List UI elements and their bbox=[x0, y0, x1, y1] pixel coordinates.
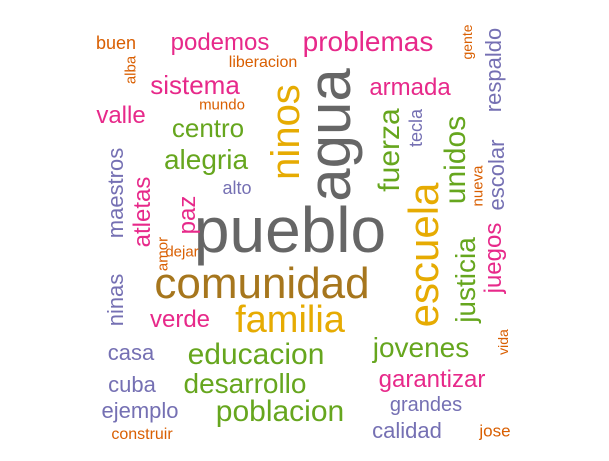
word-podemos: podemos bbox=[170, 29, 270, 56]
word-grandes: grandes bbox=[389, 394, 463, 416]
word-respaldo: respaldo bbox=[481, 27, 506, 113]
word-armada: armada bbox=[369, 74, 451, 101]
word-poblacion: poblacion bbox=[215, 395, 345, 428]
word-dejar: dejar bbox=[165, 243, 199, 261]
word-valle: valle bbox=[96, 102, 146, 129]
word-alba: alba bbox=[122, 55, 140, 85]
word-buen: buen bbox=[95, 33, 137, 53]
word-calidad: calidad bbox=[372, 418, 442, 443]
word-familia: familia bbox=[235, 299, 345, 341]
word-jovenes: jovenes bbox=[372, 332, 470, 363]
word-centro: centro bbox=[171, 113, 245, 143]
word-verde: verde bbox=[149, 306, 211, 333]
word-vida: vida bbox=[495, 329, 511, 355]
word-educacion: educacion bbox=[187, 338, 325, 371]
word-justicia: justicia bbox=[450, 237, 481, 323]
word-fuerza: fuerza bbox=[373, 108, 406, 192]
word-alto: alto bbox=[222, 178, 252, 198]
word-liberacion: liberacion bbox=[228, 54, 298, 71]
word-comunidad: comunidad bbox=[154, 259, 370, 308]
word-mundo: mundo bbox=[199, 96, 245, 114]
word-unidos: unidos bbox=[439, 115, 472, 205]
word-agua: agua bbox=[296, 68, 363, 202]
word-casa: casa bbox=[107, 340, 155, 365]
word-desarrollo: desarrollo bbox=[183, 368, 307, 399]
word-ninas: ninas bbox=[103, 273, 128, 327]
word-nueva: nueva bbox=[469, 165, 487, 207]
word-construir: construir bbox=[111, 426, 173, 443]
word-ejemplo: ejemplo bbox=[101, 398, 179, 423]
word-ninos: ninos bbox=[264, 84, 308, 180]
word-cuba: cuba bbox=[108, 372, 156, 397]
word-juegos: juegos bbox=[480, 222, 507, 294]
word-pueblo: pueblo bbox=[193, 194, 387, 266]
word-maestros: maestros bbox=[103, 147, 128, 239]
word-escolar: escolar bbox=[484, 139, 509, 211]
word-sistema: sistema bbox=[150, 70, 240, 100]
word-atletas: atletas bbox=[129, 176, 156, 248]
word-tecla: tecla bbox=[406, 108, 426, 148]
word-garantizar: garantizar bbox=[378, 366, 486, 393]
word-paz: paz bbox=[174, 195, 201, 235]
word-gente: gente bbox=[459, 24, 475, 60]
word-jose: jose bbox=[479, 421, 511, 441]
word-alegria: alegria bbox=[163, 144, 249, 175]
word-escuela: escuela bbox=[400, 182, 447, 328]
word-problemas: problemas bbox=[302, 26, 434, 57]
